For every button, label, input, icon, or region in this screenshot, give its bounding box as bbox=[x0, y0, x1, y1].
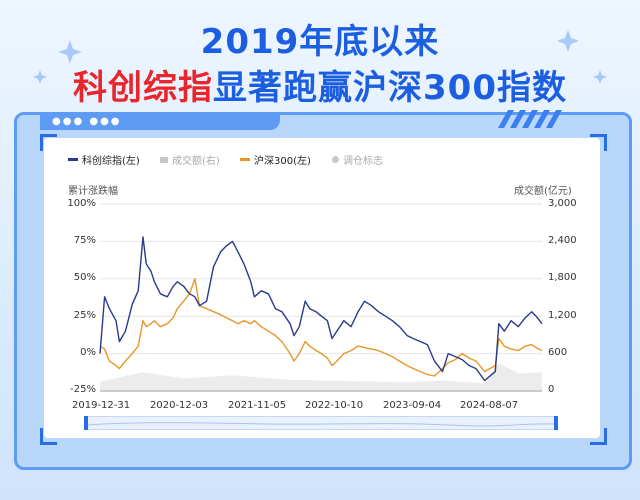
x-tick: 2019-12-31 bbox=[72, 400, 131, 411]
corner-bracket bbox=[590, 134, 607, 151]
legend-item-volume[interactable]: 成交额(右) bbox=[160, 152, 220, 167]
x-tick: 2021-11-05 bbox=[228, 400, 287, 411]
legend-item-rebalance[interactable]: 调仓标志 bbox=[332, 152, 383, 167]
corner-bracket bbox=[40, 428, 57, 445]
zoom-handle-left[interactable] bbox=[84, 416, 88, 430]
y-right-tick: 0 bbox=[548, 384, 555, 395]
zoom-handle-right[interactable] bbox=[554, 416, 558, 430]
y-left-tick: 0% bbox=[80, 347, 96, 358]
slider-thumbnail bbox=[87, 422, 557, 427]
frame-tab bbox=[40, 112, 280, 130]
y-left-tick: -25% bbox=[70, 384, 96, 395]
series-line-kechuang bbox=[99, 236, 543, 382]
legend-label: 沪深300(左) bbox=[254, 156, 311, 167]
y-right-tick: 1,800 bbox=[548, 272, 577, 283]
corner-bracket bbox=[40, 134, 57, 151]
y-right-tick: 3,000 bbox=[548, 198, 577, 209]
series-volume-area bbox=[100, 362, 542, 391]
frame-dots-icon: ●●● ●●● bbox=[52, 116, 122, 127]
headline-kechuang: 科创综指 bbox=[73, 68, 213, 108]
y-left-tick: 50% bbox=[73, 272, 96, 283]
sparkle-icons bbox=[33, 30, 607, 84]
legend-item-kechuang[interactable]: 科创综指(左) bbox=[68, 152, 140, 167]
x-tick: 2023-09-04 bbox=[383, 400, 442, 411]
y-left-tick: 75% bbox=[73, 235, 96, 246]
corner-bracket bbox=[590, 428, 607, 445]
y-left-tick: 25% bbox=[73, 310, 96, 321]
chart-panel bbox=[44, 138, 600, 438]
y-left-tick: 100% bbox=[67, 198, 96, 209]
legend-label: 成交额(右) bbox=[172, 156, 220, 167]
y-right-tick: 2,400 bbox=[548, 235, 577, 246]
legend-item-hs300[interactable]: 沪深300(左) bbox=[240, 152, 311, 167]
y-right-tick: 1,200 bbox=[548, 310, 577, 321]
legend-label: 调仓标志 bbox=[343, 156, 383, 167]
legend-swatch bbox=[240, 158, 250, 161]
legend-label: 科创综指(左) bbox=[82, 156, 140, 167]
y-right-tick: 600 bbox=[548, 347, 568, 358]
legend-swatch bbox=[68, 158, 78, 161]
x-tick: 2024-08-07 bbox=[460, 400, 519, 411]
headline-outperform: 显著跑赢沪深300指数 bbox=[213, 68, 567, 108]
zoom-slider[interactable] bbox=[86, 416, 558, 430]
series-line-hs300 bbox=[99, 278, 543, 377]
frame-stripes-icon bbox=[498, 110, 562, 128]
x-tick: 2022-10-10 bbox=[305, 400, 364, 411]
x-tick: 2020-12-03 bbox=[150, 400, 209, 411]
y-axis-right-label: 成交额(亿元) bbox=[514, 186, 572, 197]
headline-line2: 科创综指显著跑赢沪深300指数 bbox=[0, 60, 640, 109]
y-axis-left-label: 累计涨跌幅 bbox=[68, 186, 118, 197]
legend-swatch bbox=[160, 156, 168, 163]
headline-line1: 2019年底以来 bbox=[200, 22, 440, 62]
rebalance-dot-icon bbox=[332, 156, 339, 163]
